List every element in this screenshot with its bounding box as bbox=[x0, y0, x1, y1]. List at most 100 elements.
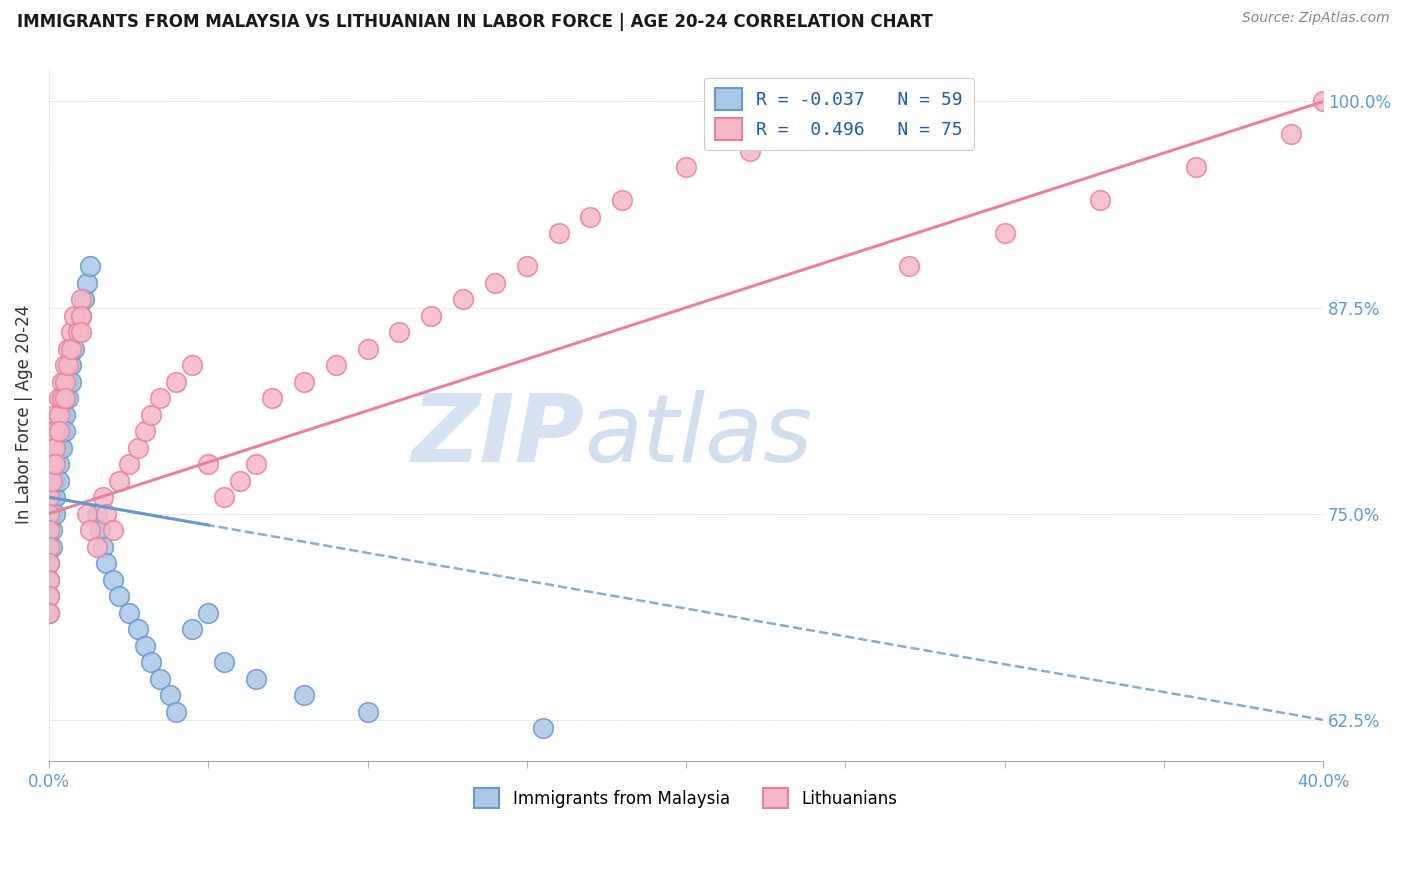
Point bbox=[60, 326, 83, 340]
Point bbox=[41, 507, 63, 521]
Point bbox=[38, 540, 60, 554]
Point bbox=[38, 490, 60, 504]
Point bbox=[53, 408, 76, 422]
Point bbox=[51, 425, 73, 439]
Point bbox=[51, 375, 73, 389]
Point bbox=[212, 655, 235, 669]
Legend: Immigrants from Malaysia, Lithuanians: Immigrants from Malaysia, Lithuanians bbox=[468, 781, 904, 815]
Point bbox=[76, 276, 98, 290]
Point bbox=[108, 589, 131, 603]
Point bbox=[38, 523, 60, 537]
Point bbox=[69, 309, 91, 323]
Point bbox=[44, 457, 66, 471]
Point bbox=[38, 606, 60, 620]
Point bbox=[212, 490, 235, 504]
Point bbox=[66, 326, 89, 340]
Point bbox=[41, 523, 63, 537]
Point bbox=[38, 507, 60, 521]
Point bbox=[101, 573, 124, 587]
Point bbox=[245, 672, 267, 686]
Point bbox=[56, 392, 79, 406]
Point bbox=[159, 688, 181, 702]
Point bbox=[48, 425, 70, 439]
Point bbox=[165, 705, 187, 719]
Point bbox=[56, 342, 79, 356]
Point bbox=[38, 606, 60, 620]
Point bbox=[139, 655, 162, 669]
Point bbox=[53, 392, 76, 406]
Point bbox=[134, 639, 156, 653]
Point bbox=[48, 441, 70, 455]
Point bbox=[44, 441, 66, 455]
Point bbox=[675, 161, 697, 175]
Point bbox=[41, 457, 63, 471]
Point bbox=[292, 375, 315, 389]
Point bbox=[325, 359, 347, 373]
Point bbox=[48, 474, 70, 488]
Point bbox=[51, 408, 73, 422]
Point bbox=[53, 392, 76, 406]
Point bbox=[260, 392, 283, 406]
Point bbox=[63, 342, 86, 356]
Point bbox=[139, 408, 162, 422]
Point bbox=[56, 359, 79, 373]
Text: Source: ZipAtlas.com: Source: ZipAtlas.com bbox=[1241, 11, 1389, 25]
Point bbox=[38, 507, 60, 521]
Point bbox=[38, 573, 60, 587]
Point bbox=[117, 606, 139, 620]
Point bbox=[44, 408, 66, 422]
Point bbox=[1184, 161, 1206, 175]
Point bbox=[612, 194, 634, 208]
Point bbox=[41, 474, 63, 488]
Point bbox=[48, 425, 70, 439]
Point bbox=[149, 392, 172, 406]
Point bbox=[38, 523, 60, 537]
Point bbox=[245, 457, 267, 471]
Point bbox=[41, 425, 63, 439]
Point bbox=[1312, 95, 1334, 109]
Point bbox=[292, 688, 315, 702]
Point bbox=[38, 556, 60, 570]
Point bbox=[127, 622, 149, 636]
Y-axis label: In Labor Force | Age 20-24: In Labor Force | Age 20-24 bbox=[15, 305, 32, 524]
Point bbox=[69, 293, 91, 307]
Text: ZIP: ZIP bbox=[411, 390, 583, 482]
Point bbox=[181, 622, 204, 636]
Point bbox=[229, 474, 252, 488]
Point bbox=[60, 375, 83, 389]
Point bbox=[898, 260, 921, 274]
Point bbox=[101, 523, 124, 537]
Point bbox=[86, 540, 108, 554]
Point bbox=[86, 507, 108, 521]
Point bbox=[38, 457, 60, 471]
Point bbox=[38, 474, 60, 488]
Point bbox=[1279, 128, 1302, 142]
Point bbox=[73, 293, 96, 307]
Point bbox=[91, 490, 114, 504]
Point bbox=[738, 144, 761, 158]
Point bbox=[79, 523, 101, 537]
Point bbox=[451, 293, 474, 307]
Point bbox=[79, 260, 101, 274]
Point bbox=[356, 342, 378, 356]
Point bbox=[127, 441, 149, 455]
Point bbox=[96, 507, 118, 521]
Point bbox=[197, 457, 219, 471]
Text: atlas: atlas bbox=[583, 390, 813, 481]
Point bbox=[420, 309, 443, 323]
Point bbox=[117, 457, 139, 471]
Point bbox=[44, 441, 66, 455]
Point bbox=[44, 457, 66, 471]
Point bbox=[48, 392, 70, 406]
Point bbox=[38, 540, 60, 554]
Point bbox=[53, 375, 76, 389]
Point bbox=[579, 210, 602, 224]
Point bbox=[48, 408, 70, 422]
Point bbox=[803, 128, 825, 142]
Point bbox=[356, 705, 378, 719]
Point bbox=[38, 589, 60, 603]
Point bbox=[388, 326, 411, 340]
Point bbox=[181, 359, 204, 373]
Point bbox=[44, 507, 66, 521]
Point bbox=[516, 260, 538, 274]
